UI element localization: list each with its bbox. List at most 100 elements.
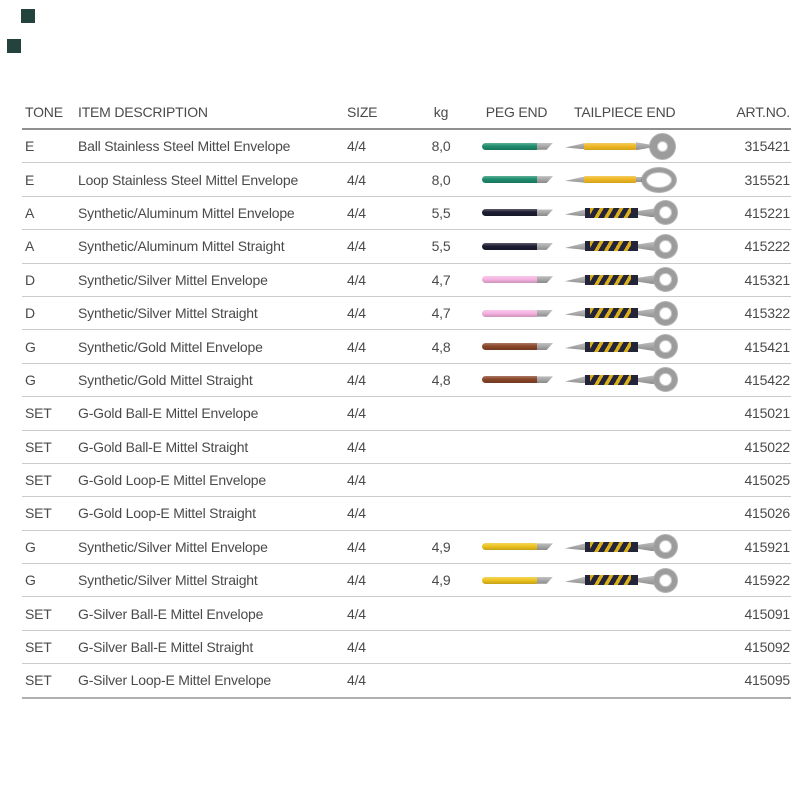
tail-taper-icon	[565, 343, 585, 351]
string-gray-tip-icon	[537, 276, 553, 284]
tail-mid-section	[584, 142, 636, 150]
tailpiece-graphic	[565, 232, 695, 260]
table-row: E Ball Stainless Steel Mittel Envelope 4…	[22, 130, 791, 164]
tailpiece-graphic	[565, 333, 695, 361]
tail-connector	[636, 142, 650, 151]
string-gray-tip-icon	[537, 343, 553, 351]
table-row: D Synthetic/Silver Mittel Straight 4/4 4…	[22, 297, 791, 331]
table-row: G Synthetic/Gold Mittel Envelope 4/4 4,8…	[22, 330, 791, 364]
col-header-tone: TONE	[25, 103, 63, 120]
kg-cell: 4,9	[431, 538, 451, 555]
peg-end-cell	[475, 167, 558, 193]
peg-string-graphic	[475, 233, 558, 259]
table-row: SET G-Gold Ball-E Mittel Envelope 4/4 41…	[22, 397, 791, 431]
description-cell: Synthetic/Silver Mittel Envelope	[78, 271, 268, 288]
tail-mid-section	[584, 176, 636, 184]
tail-taper-icon	[565, 309, 585, 317]
tailpiece-end-cell	[558, 333, 695, 361]
tailpiece-graphic	[565, 366, 695, 394]
peg-string-graphic	[475, 200, 558, 226]
tailpiece-end-cell	[558, 299, 695, 327]
description-cell: Loop Stainless Steel Mittel Envelope	[78, 171, 299, 188]
art-no-cell: 415921	[744, 538, 790, 555]
description-cell: G-Gold Ball-E Mittel Envelope	[78, 405, 259, 422]
size-cell: 4/4	[347, 472, 366, 489]
size-cell: 4/4	[347, 672, 366, 689]
string-color-bar	[482, 209, 537, 217]
tail-ring-icon	[654, 201, 677, 225]
string-gray-tip-icon	[537, 376, 553, 384]
col-header-size: SIZE	[347, 103, 378, 120]
tail-ring-icon	[650, 133, 675, 159]
tone-cell: SET	[25, 405, 52, 422]
description-cell: Synthetic/Silver Mittel Straight	[78, 572, 258, 589]
peg-end-cell	[475, 233, 558, 259]
tailpiece-graphic	[565, 299, 695, 327]
tail-mid-section	[585, 374, 638, 385]
tail-taper-icon	[565, 543, 585, 551]
table-row: G Synthetic/Gold Mittel Straight 4/4 4,8…	[22, 364, 791, 398]
kg-cell: 4,7	[431, 305, 451, 322]
size-cell: 4/4	[347, 605, 366, 622]
size-cell: 4/4	[347, 405, 366, 422]
description-cell: Synthetic/Gold Mittel Envelope	[78, 338, 263, 355]
kg-cell: 4,7	[431, 271, 451, 288]
col-header-art-no: ART.NO.	[736, 103, 790, 120]
table-row: SET G-Gold Ball-E Mittel Straight 4/4 41…	[22, 431, 791, 464]
size-cell: 4/4	[347, 371, 366, 388]
kg-cell: 5,5	[431, 204, 451, 221]
tone-cell: G	[25, 338, 36, 355]
col-header-item-description: ITEM DESCRIPTION	[78, 103, 208, 120]
peg-end-cell	[475, 567, 558, 593]
string-gray-tip-icon	[537, 309, 553, 317]
description-cell: G-Silver Ball-E Mittel Straight	[78, 639, 254, 656]
tail-ring-icon	[654, 301, 677, 325]
peg-string-graphic	[475, 133, 558, 159]
string-color-bar	[482, 543, 537, 551]
tail-connector	[638, 575, 654, 585]
tone-cell: G	[25, 572, 36, 589]
decor-square-bottom	[7, 39, 21, 53]
description-cell: G-Gold Loop-E Mittel Straight	[78, 505, 256, 522]
tone-cell: SET	[25, 672, 52, 689]
tail-connector	[638, 275, 654, 285]
peg-string-graphic	[475, 167, 558, 193]
string-gray-tip-icon	[537, 242, 553, 250]
art-no-cell: 315421	[744, 138, 790, 155]
size-cell: 4/4	[347, 238, 366, 255]
tailpiece-graphic	[565, 566, 695, 594]
tailpiece-end-cell	[558, 132, 695, 160]
string-gray-tip-icon	[537, 176, 553, 184]
string-color-bar	[482, 309, 537, 317]
art-no-cell: 415421	[744, 338, 790, 355]
tailpiece-end-cell	[558, 266, 695, 294]
peg-end-cell	[475, 367, 558, 393]
table-row: G Synthetic/Silver Mittel Straight 4/4 4…	[22, 564, 791, 598]
string-gray-tip-icon	[537, 142, 553, 150]
peg-end-cell	[475, 200, 558, 226]
tailpiece-end-cell	[558, 566, 695, 594]
tail-taper-icon	[565, 276, 585, 284]
string-gray-tip-icon	[537, 576, 553, 584]
string-color-bar	[482, 276, 537, 284]
string-gray-tip-icon	[537, 543, 553, 551]
tail-taper-icon	[565, 242, 585, 250]
tailpiece-graphic	[565, 533, 695, 561]
col-header-kg: kg	[433, 103, 449, 120]
description-cell: G-Gold Ball-E Mittel Straight	[78, 438, 249, 455]
table-body: E Ball Stainless Steel Mittel Envelope 4…	[22, 130, 791, 699]
peg-string-graphic	[475, 534, 558, 560]
description-cell: G-Silver Ball-E Mittel Envelope	[78, 605, 264, 622]
string-gray-tip-icon	[537, 209, 553, 217]
size-cell: 4/4	[347, 505, 366, 522]
table-row: SET G-Silver Ball-E Mittel Envelope 4/4 …	[22, 597, 791, 631]
tail-connector	[638, 208, 654, 218]
tail-mid-section	[585, 274, 638, 285]
art-no-cell: 415422	[744, 371, 790, 388]
tone-cell: SET	[25, 472, 52, 489]
peg-string-graphic	[475, 267, 558, 293]
size-cell: 4/4	[347, 438, 366, 455]
art-no-cell: 415091	[744, 605, 790, 622]
tone-cell: SET	[25, 438, 52, 455]
string-color-bar	[482, 176, 537, 184]
